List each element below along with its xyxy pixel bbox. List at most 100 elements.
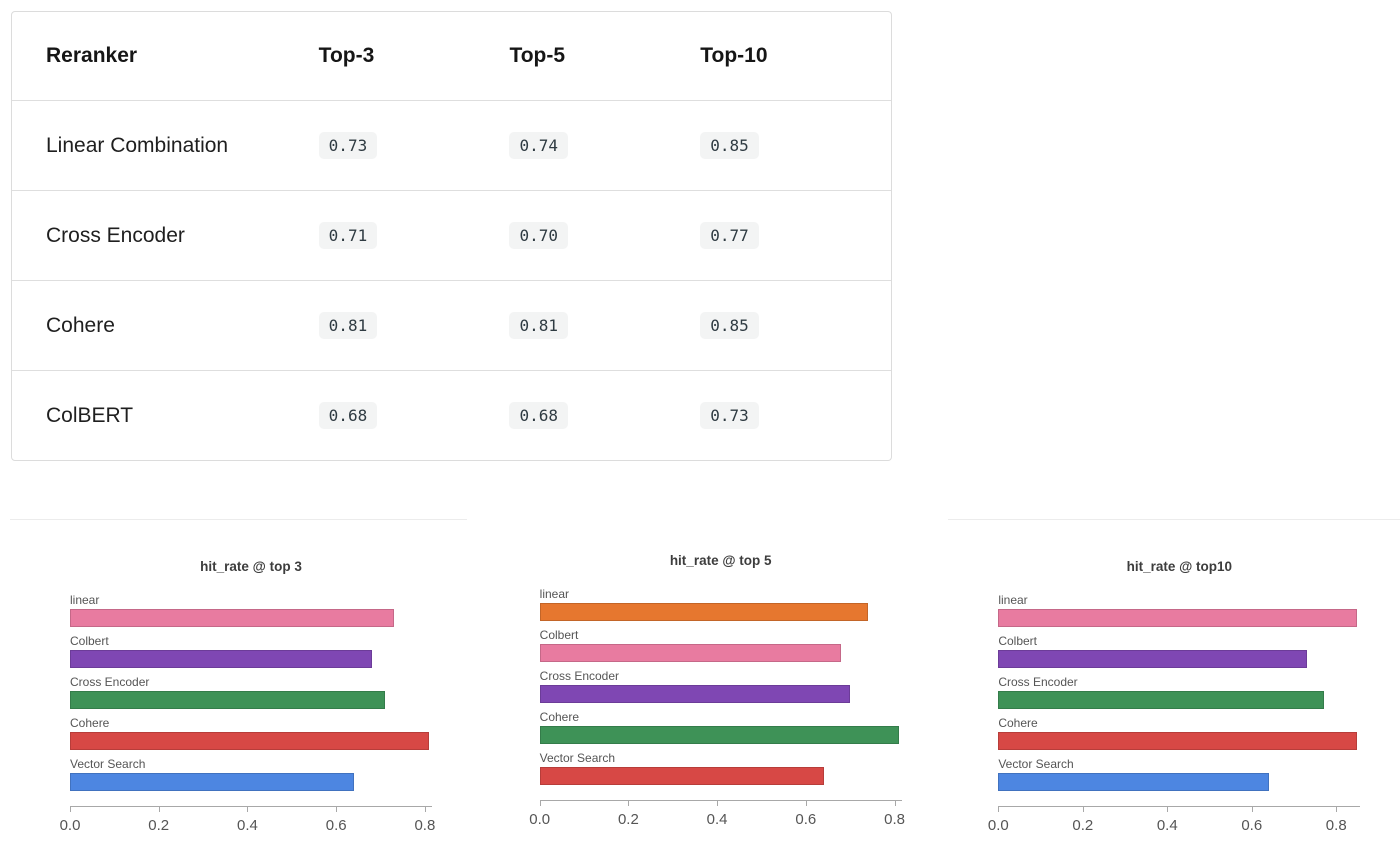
axis-tick-label: 0.4 bbox=[1156, 817, 1178, 834]
table-row: Linear Combination 0.73 0.74 0.85 bbox=[12, 100, 891, 190]
bar bbox=[539, 767, 824, 785]
plot-area: hit_rate @ top 3 linear Colbert Cross Enco… bbox=[60, 520, 436, 848]
bar-group: Cross Encoder bbox=[539, 669, 902, 703]
bar-group: Vector Search bbox=[70, 758, 432, 791]
bar bbox=[998, 650, 1307, 668]
charts-section: hit_rate @ top 3 linear Colbert Cross Enco… bbox=[0, 519, 1400, 866]
table-header-row: Reranker Top-3 Top-5 Top-10 bbox=[12, 12, 891, 100]
bar-label: Vector Search bbox=[539, 751, 616, 765]
axis-tick bbox=[717, 800, 719, 806]
x-axis: 0.0 0.2 0.4 0.6 0.8 bbox=[529, 800, 905, 842]
row-label: Linear Combination bbox=[46, 133, 229, 157]
bar-label: Cohere bbox=[539, 710, 580, 724]
axis-line bbox=[539, 800, 902, 801]
axis-tick bbox=[805, 800, 807, 806]
bar-rows: linear Colbert Cross Encoder Cohere Vector S… bbox=[998, 594, 1360, 791]
bar-group: Cross Encoder bbox=[998, 676, 1360, 709]
bar bbox=[539, 726, 899, 744]
metric-chip: 0.77 bbox=[700, 222, 759, 249]
axis-line bbox=[998, 806, 1361, 807]
metric-chip: 0.81 bbox=[509, 312, 568, 339]
bar-label: Colbert bbox=[998, 634, 1037, 648]
chart-title: hit_rate @ top 5 bbox=[669, 553, 772, 568]
bar bbox=[539, 644, 842, 662]
chart-title: hit_rate @ top 3 bbox=[200, 559, 302, 574]
axis-tick-label: 0.8 bbox=[884, 811, 905, 828]
chart-hit-rate-top3: hit_rate @ top 3 linear Colbert Cross Enco… bbox=[0, 519, 467, 866]
axis-tick bbox=[336, 806, 338, 812]
axis-tick-label: 0.8 bbox=[1325, 817, 1347, 834]
bar-label: Cross Encoder bbox=[539, 669, 620, 683]
bar-label: Colbert bbox=[70, 634, 109, 648]
bar bbox=[998, 609, 1358, 627]
results-table: Reranker Top-3 Top-5 Top-10 Linear Combi… bbox=[11, 11, 892, 461]
metric-chip: 0.73 bbox=[318, 132, 378, 159]
bar-group: Vector Search bbox=[998, 758, 1360, 791]
bar bbox=[998, 732, 1358, 750]
axis-tick-label: 0.2 bbox=[617, 811, 639, 828]
bar-label: linear bbox=[70, 593, 100, 607]
row-label: Cohere bbox=[46, 313, 115, 337]
axis-tick-label: 0.6 bbox=[795, 811, 817, 828]
plot-area: hit_rate @ top 5 linear Colbert Cross Enco… bbox=[529, 520, 905, 842]
bar-group: Colbert bbox=[70, 635, 432, 668]
bar-group: Colbert bbox=[539, 628, 902, 662]
metric-chip: 0.85 bbox=[700, 312, 759, 339]
axis-tick bbox=[1336, 806, 1338, 812]
column-header-top3: Top-3 bbox=[318, 44, 375, 67]
bar-group: linear bbox=[539, 588, 902, 621]
axis-tick-label: 0.4 bbox=[706, 811, 728, 828]
axis-tick bbox=[894, 800, 896, 806]
x-axis: 0.0 0.2 0.4 0.6 0.8 bbox=[988, 806, 1361, 848]
axis-tick-label: 0.4 bbox=[237, 817, 258, 834]
bar bbox=[70, 650, 372, 668]
bar-group: Cohere bbox=[70, 717, 432, 750]
bar-group: linear bbox=[70, 594, 432, 627]
axis-tick-label: 0.2 bbox=[1072, 817, 1094, 834]
axis-tick-label: 0.2 bbox=[148, 817, 170, 834]
metric-chip: 0.81 bbox=[318, 312, 378, 339]
bar-group: Cohere bbox=[998, 717, 1360, 750]
bar-label: Vector Search bbox=[70, 757, 146, 771]
metric-chip: 0.70 bbox=[509, 222, 568, 249]
bar bbox=[539, 685, 851, 703]
axis-tick bbox=[539, 800, 541, 806]
row-label: ColBERT bbox=[46, 403, 134, 427]
axis-tick bbox=[1082, 806, 1084, 812]
x-axis: 0.0 0.2 0.4 0.6 0.8 bbox=[60, 806, 436, 848]
bar bbox=[998, 691, 1324, 709]
axis-tick-label: 0.0 bbox=[59, 817, 81, 834]
axis-tick-label: 0.8 bbox=[414, 817, 436, 834]
metric-chip: 0.85 bbox=[700, 132, 759, 159]
bar bbox=[70, 773, 354, 791]
axis-tick bbox=[998, 806, 1000, 812]
axis-tick bbox=[628, 800, 630, 806]
column-header-top10: Top-10 bbox=[700, 44, 768, 67]
bar-rows: linear Colbert Cross Encoder Cohere Vector S… bbox=[70, 594, 432, 791]
metric-chip: 0.74 bbox=[509, 132, 568, 159]
plot-area: hit_rate @ top10 linear Colbert Cross Enco… bbox=[988, 520, 1361, 848]
bar bbox=[998, 773, 1269, 791]
column-header-top5: Top-5 bbox=[509, 44, 566, 67]
bar-label: Cohere bbox=[998, 716, 1038, 730]
bar-rows: linear Colbert Cross Encoder Cohere Vector S… bbox=[539, 588, 902, 785]
table-row: ColBERT 0.68 0.68 0.73 bbox=[12, 370, 891, 460]
bar-label: linear bbox=[998, 593, 1028, 607]
axis-tick bbox=[247, 806, 249, 812]
chart-hit-rate-top5: hit_rate @ top 5 linear Colbert Cross Enco… bbox=[467, 520, 934, 866]
chart-title: hit_rate @ top10 bbox=[1126, 559, 1233, 574]
bar bbox=[70, 691, 385, 709]
bar-group: Cross Encoder bbox=[70, 676, 432, 709]
bar-group: linear bbox=[998, 594, 1360, 627]
axis-tick-label: 0.6 bbox=[1241, 817, 1263, 834]
table-row: Cohere 0.81 0.81 0.85 bbox=[12, 280, 891, 370]
table-row: Cross Encoder 0.71 0.70 0.77 bbox=[12, 190, 891, 280]
bar-label: Vector Search bbox=[998, 757, 1074, 771]
bar bbox=[70, 732, 430, 750]
bar-label: Colbert bbox=[539, 628, 579, 642]
axis-line bbox=[70, 806, 432, 807]
axis-tick-label: 0.0 bbox=[987, 817, 1009, 834]
axis-tick-label: 0.6 bbox=[325, 817, 347, 834]
bar-label: Cross Encoder bbox=[998, 675, 1078, 689]
